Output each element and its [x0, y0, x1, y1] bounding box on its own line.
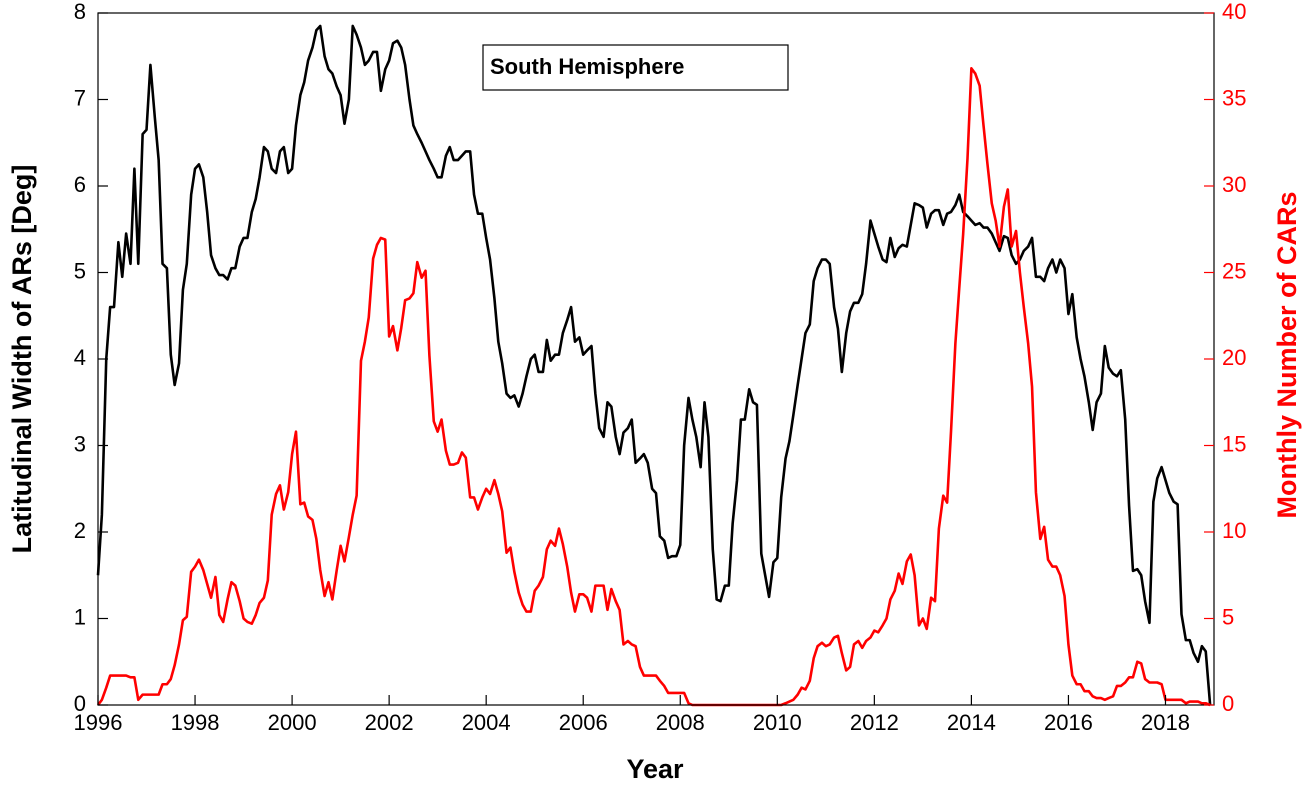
annotation-box — [482, 44, 789, 91]
y-tick-label: 4 — [74, 345, 86, 370]
x-tick-label: 1998 — [171, 710, 220, 735]
y-tick-label: 5 — [74, 258, 86, 283]
y2-tick-label: 20 — [1222, 345, 1246, 370]
x-tick-label: 1996 — [74, 710, 123, 735]
y-tick-label: 0 — [74, 691, 86, 716]
x-tick-label: 2006 — [559, 710, 608, 735]
x-tick-label: 2012 — [850, 710, 899, 735]
x-tick-label: 2014 — [947, 710, 996, 735]
y2-tick-label: 40 — [1222, 0, 1246, 24]
y2-tick-label: 0 — [1222, 691, 1234, 716]
y2-tick-label: 30 — [1222, 172, 1246, 197]
y-axis-title: Latitudinal Width of ARs [Deg] — [7, 165, 37, 554]
y-tick-label: 6 — [74, 172, 86, 197]
y-tick-label: 7 — [74, 85, 86, 110]
y-tick-label: 8 — [74, 0, 86, 24]
y2-tick-label: 15 — [1222, 431, 1246, 456]
x-tick-label: 2002 — [365, 710, 414, 735]
y2-tick-label: 10 — [1222, 518, 1246, 543]
x-tick-label: 2008 — [656, 710, 705, 735]
y-tick-label: 3 — [74, 431, 86, 456]
y-tick-label: 2 — [74, 518, 86, 543]
plot-frame — [97, 12, 1215, 706]
series-line — [96, 24, 1212, 706]
series-line — [96, 67, 1211, 707]
y2-tick-label: 5 — [1222, 604, 1234, 629]
x-tick-label: 2016 — [1044, 710, 1093, 735]
y-tick-label: 1 — [74, 604, 86, 629]
x-tick-label: 2000 — [268, 710, 317, 735]
x-axis-title: Year — [626, 754, 684, 784]
x-tick-label: 2010 — [753, 710, 802, 735]
y2-tick-label: 25 — [1222, 258, 1246, 283]
x-tick-label: 2004 — [462, 710, 511, 735]
y2-axis-title: Monthly Number of CARs — [1272, 192, 1302, 519]
x-tick-label: 2018 — [1141, 710, 1190, 735]
annotation: South Hemisphere — [490, 54, 684, 79]
y2-tick-label: 35 — [1222, 85, 1246, 110]
